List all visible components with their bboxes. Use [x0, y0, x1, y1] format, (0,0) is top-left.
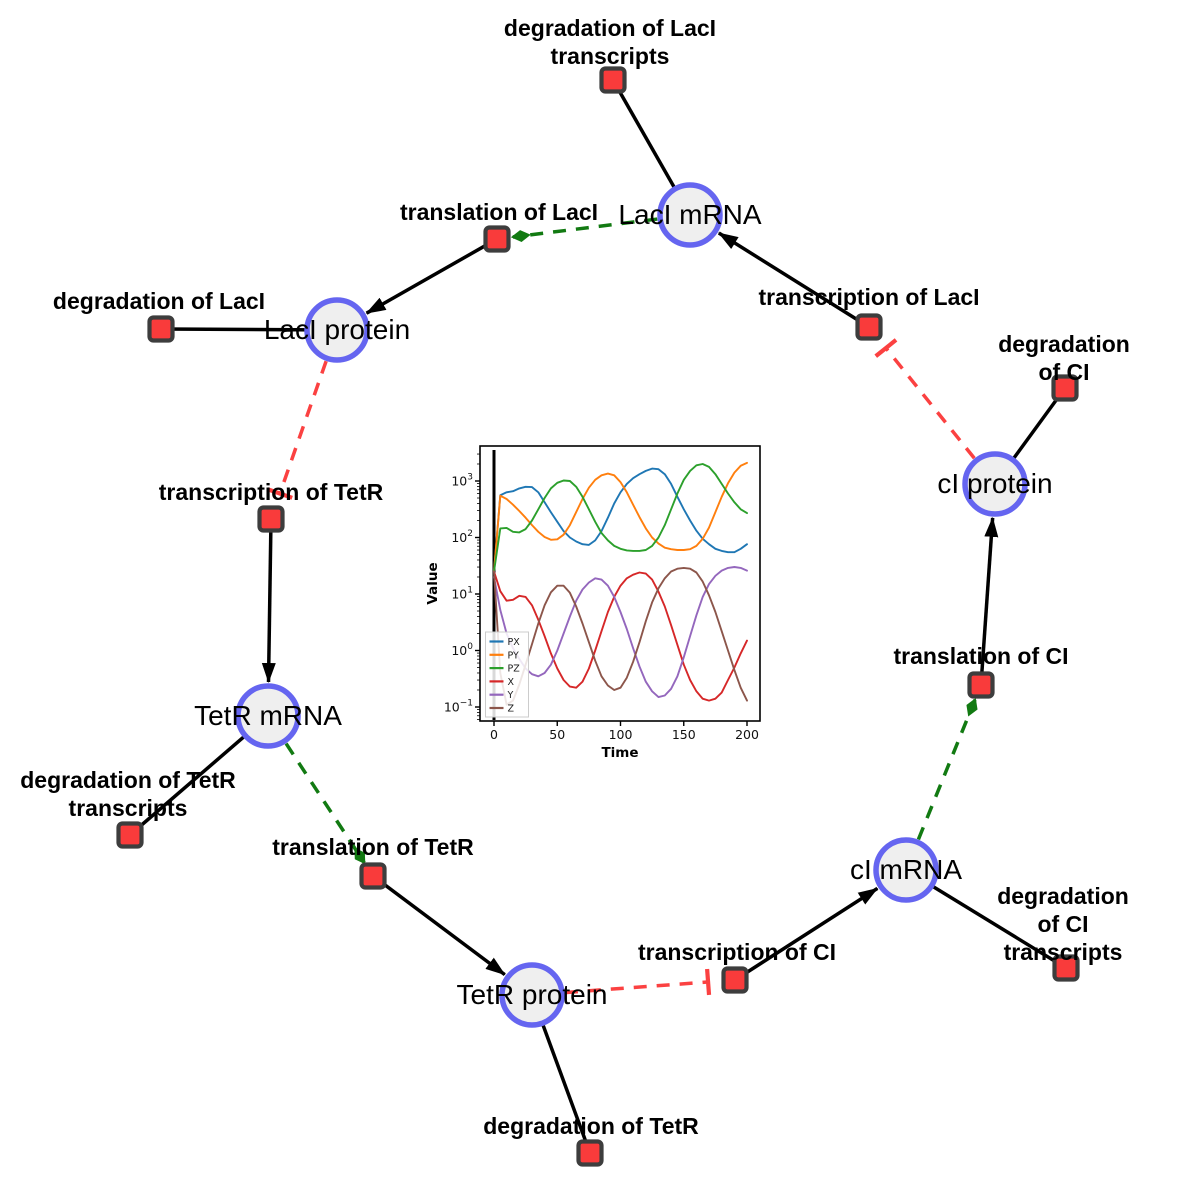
chart-series-PY	[493, 461, 748, 573]
inset-simulation-chart: 103 102 101 100 10−1 0 50 100 150 200 Time Value PX P…	[425, 445, 761, 761]
chart-xtick-label: 100	[609, 727, 633, 742]
reaction-node-tl_tetR[interactable]	[359, 862, 387, 890]
chart-series-PX	[493, 467, 748, 573]
reaction-node-deg_tetR_tx[interactable]	[116, 821, 144, 849]
reaction-node-deg_tetR[interactable]	[576, 1139, 604, 1167]
chart-legend-label-Y: Y	[507, 690, 514, 701]
edge-product-tl_cI-cI_protein[interactable]	[980, 516, 999, 674]
edge-modifier-lacI_mRNA-tl_lacI[interactable]	[510, 217, 658, 242]
edge-product-tc_tetR-tetR_mRNA[interactable]	[261, 530, 276, 684]
chart-series-PZ	[493, 463, 748, 573]
reaction-node-tl_lacI[interactable]	[483, 225, 511, 253]
reaction-node-deg_cI[interactable]	[1051, 374, 1079, 402]
reaction-node-tl_cI[interactable]	[967, 671, 995, 699]
chart-legend-label-X: X	[508, 677, 515, 688]
chart-legend-label-PZ: PZ	[508, 664, 521, 675]
species-node-lacI_protein[interactable]	[304, 297, 370, 363]
chart-ytick-label: 103	[451, 473, 473, 489]
edge-inhibition-lacI_protein-tc_tetR[interactable]	[266, 360, 328, 500]
chart-series-X	[493, 570, 748, 702]
chart-xtick-label: 200	[735, 727, 759, 742]
reaction-node-deg_cI_tx[interactable]	[1052, 954, 1080, 982]
chart-ytick-label: 100	[451, 642, 473, 658]
chart-legend-box	[485, 631, 529, 718]
edge-product-tc_cI-cI_mRNA[interactable]	[744, 886, 879, 975]
edge-modifier-cI_mRNA-tl_cI[interactable]	[916, 697, 978, 841]
edge-product-tl_lacI-lacI_protein[interactable]	[365, 243, 488, 315]
species-node-lacI_mRNA[interactable]	[657, 182, 723, 248]
reaction-node-deg_lacI[interactable]	[147, 315, 175, 343]
species-node-cI_protein[interactable]	[962, 451, 1028, 517]
chart-series-Y	[493, 566, 748, 699]
species-node-tetR_mRNA[interactable]	[235, 683, 301, 749]
chart-xtick-label: 150	[672, 727, 696, 742]
edge-inhibition-tetR_protein-tc_cI[interactable]	[564, 968, 712, 996]
edge-product-tl_tetR-tetR_protein[interactable]	[381, 881, 506, 977]
edge-modifier-tetR_mRNA-tl_tetR[interactable]	[284, 742, 366, 865]
chart-xtick-label: 50	[549, 727, 565, 742]
nodes-layer	[116, 66, 1080, 1167]
chart-ytick-label: 10−1	[444, 699, 473, 715]
edge-product-tc_lacI-lacI_mRNA[interactable]	[717, 231, 860, 323]
edge-inhibition-cI_protein-tc_lacI[interactable]	[874, 338, 976, 460]
species-node-tetR_protein[interactable]	[499, 962, 565, 1028]
reaction-node-tc_cI[interactable]	[721, 966, 749, 994]
chart-legend-label-PX: PX	[508, 637, 521, 648]
reaction-node-tc_lacI[interactable]	[855, 313, 883, 341]
reaction-node-deg_lacI_tx[interactable]	[599, 66, 627, 94]
chart-ytick-label: 101	[451, 586, 473, 602]
chart-xaxis-title: Time	[601, 745, 638, 761]
chart-series-Z	[493, 566, 748, 706]
chart-xtick-label: 0	[490, 727, 498, 742]
chart-legend-label-PY: PY	[508, 650, 520, 661]
reaction-node-tc_tetR[interactable]	[257, 505, 285, 533]
chart-yaxis-title: Value	[425, 562, 441, 604]
chart-legend-label-Z: Z	[508, 704, 515, 715]
species-node-cI_mRNA[interactable]	[873, 837, 939, 903]
chart-ytick-label: 102	[451, 529, 473, 545]
